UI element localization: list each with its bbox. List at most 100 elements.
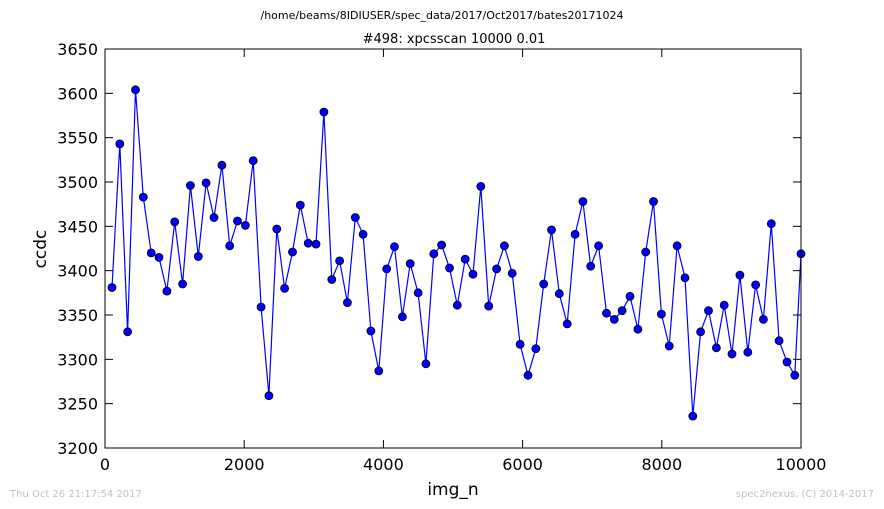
data-point	[759, 314, 768, 324]
data-point	[445, 263, 454, 273]
data-point	[657, 309, 666, 319]
data-point	[327, 275, 337, 284]
chart-title: #498: xpcsscan 10000 0.01	[363, 32, 546, 47]
data-point	[609, 314, 619, 324]
data-point	[437, 240, 447, 250]
data-point	[390, 242, 399, 252]
plot-frame	[104, 48, 802, 449]
footer-credit: spec2nexus, (C) 2014-2017	[736, 489, 874, 500]
data-point	[138, 192, 148, 202]
data-point	[523, 370, 533, 380]
data-point	[217, 160, 227, 170]
data-point	[154, 252, 164, 262]
data-point	[696, 327, 705, 337]
y-tick-label: 3450	[57, 217, 98, 236]
data-point	[248, 156, 258, 166]
data-point	[366, 326, 376, 336]
data-point	[578, 197, 588, 206]
y-tick-label: 3300	[57, 350, 98, 369]
data-point	[704, 306, 713, 316]
data-point	[633, 324, 643, 334]
data-point	[303, 238, 313, 248]
data-point	[570, 229, 580, 239]
plot-area	[107, 85, 806, 421]
data-point	[452, 300, 462, 310]
y-tick-label: 3550	[57, 129, 98, 148]
data-point	[185, 181, 195, 190]
data-point	[429, 249, 439, 259]
x-tick-label: 0	[100, 455, 110, 474]
y-axis-label: ccdc	[31, 230, 51, 269]
x-tick-label: 10000	[776, 455, 827, 474]
y-tick-label: 3200	[57, 439, 98, 458]
data-point	[625, 291, 635, 301]
data-point	[790, 370, 800, 380]
data-point	[492, 264, 502, 274]
data-point	[712, 343, 721, 353]
data-point	[468, 269, 478, 279]
data-point	[162, 286, 172, 296]
data-point	[735, 270, 745, 280]
data-point	[507, 268, 517, 278]
data-point	[256, 302, 266, 312]
data-point	[123, 327, 132, 337]
data-point	[515, 339, 525, 349]
data-point	[170, 217, 180, 227]
data-point	[264, 391, 274, 401]
data-point	[178, 279, 188, 289]
data-point	[358, 229, 368, 239]
chart-supertitle: /home/beams/8IDIUSER/spec_data/2017/Oct2…	[261, 9, 624, 22]
data-point	[602, 308, 611, 318]
data-point	[319, 107, 329, 117]
data-point	[586, 261, 596, 271]
data-point	[766, 219, 776, 229]
x-tick-label: 4000	[363, 455, 404, 474]
data-point	[335, 256, 345, 266]
data-point	[209, 213, 219, 222]
data-point	[782, 357, 792, 367]
data-point	[115, 139, 125, 149]
data-point	[484, 301, 494, 311]
data-point	[743, 347, 753, 357]
data-point	[107, 283, 117, 292]
data-point	[531, 344, 541, 354]
data-point	[680, 273, 690, 283]
data-point	[295, 200, 305, 210]
data-point	[288, 247, 297, 257]
data-point	[617, 306, 627, 316]
y-tick-label: 3400	[57, 262, 98, 281]
y-tick-label: 3500	[57, 173, 98, 192]
data-point	[146, 248, 156, 258]
data-point	[350, 213, 360, 222]
data-point	[311, 239, 321, 249]
data-point	[421, 359, 431, 369]
data-point	[539, 279, 549, 289]
y-tick-label: 3350	[57, 306, 98, 325]
data-point	[374, 366, 384, 376]
x-tick-label: 6000	[502, 455, 543, 474]
data-point	[413, 288, 423, 298]
data-point	[280, 283, 290, 293]
data-point	[751, 280, 760, 290]
data-point	[672, 241, 682, 251]
data-point	[193, 252, 203, 261]
y-tick-label: 3250	[57, 395, 98, 414]
data-point	[382, 264, 392, 274]
data-point	[460, 254, 470, 264]
data-point	[664, 341, 674, 351]
data-point	[562, 319, 572, 329]
data-point	[719, 300, 729, 310]
data-point	[476, 181, 486, 191]
x-tick-label: 8000	[641, 455, 682, 474]
data-point	[342, 298, 352, 308]
series-line	[111, 89, 802, 417]
data-point	[240, 220, 250, 230]
y-tick-label: 3600	[57, 84, 98, 103]
data-point	[272, 224, 282, 234]
data-point	[397, 312, 407, 322]
y-tick-label: 3650	[57, 40, 98, 59]
data-point	[225, 241, 235, 251]
axis-ticks: 0 2000 4000 6000 8000 10000 3200 3250 3300 3350 34…	[57, 40, 826, 474]
data-point	[688, 411, 698, 421]
